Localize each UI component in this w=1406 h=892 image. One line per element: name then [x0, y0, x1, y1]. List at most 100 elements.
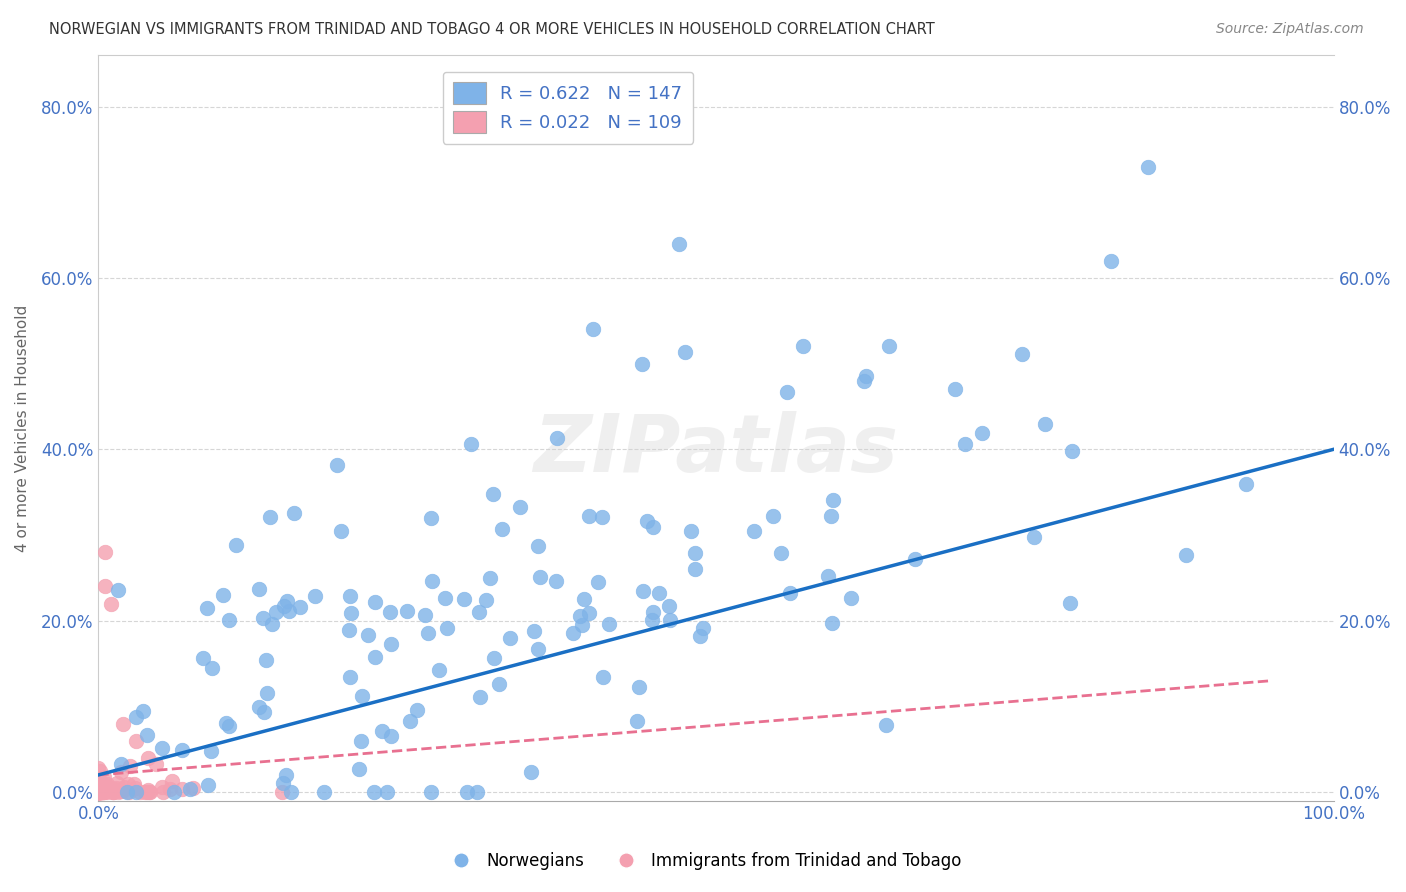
Point [89, 785, 111, 799]
Point [139, 784, 162, 798]
Point [89, 781, 111, 796]
Point [363, 785, 385, 799]
Point [288, 600, 311, 615]
Point [1137, 160, 1160, 174]
Point [101, 785, 124, 799]
Point [685, 561, 707, 575]
Point [112, 780, 135, 794]
Point [855, 369, 877, 384]
Point [569, 609, 592, 624]
Point [124, 733, 146, 747]
Point [87, 779, 110, 793]
Point [591, 509, 613, 524]
Point [546, 431, 568, 445]
Point [253, 705, 276, 719]
Point [420, 511, 443, 525]
Point [527, 539, 550, 553]
Point [87, 785, 110, 799]
Point [329, 524, 352, 539]
Point [627, 680, 650, 694]
Point [87, 783, 110, 797]
Point [125, 785, 148, 799]
Point [481, 486, 503, 500]
Point [274, 768, 297, 782]
Point [110, 757, 132, 772]
Point [89, 764, 111, 779]
Point [264, 606, 287, 620]
Point [488, 677, 510, 691]
Point [89, 785, 111, 799]
Point [681, 524, 703, 538]
Point [636, 514, 658, 528]
Point [211, 588, 233, 602]
Point [350, 734, 373, 748]
Point [271, 776, 294, 790]
Point [90, 785, 112, 799]
Point [453, 591, 475, 606]
Point [456, 785, 478, 799]
Point [523, 624, 546, 639]
Point [90, 785, 112, 799]
Point [561, 626, 583, 640]
Point [87, 785, 110, 799]
Point [90, 780, 112, 795]
Point [544, 574, 567, 588]
Point [312, 785, 335, 799]
Point [110, 784, 132, 798]
Point [326, 458, 349, 472]
Point [420, 574, 443, 588]
Point [170, 782, 193, 797]
Point [259, 510, 281, 524]
Point [218, 614, 240, 628]
Point [103, 784, 125, 798]
Point [215, 715, 238, 730]
Point [1234, 477, 1257, 491]
Point [823, 493, 845, 508]
Point [87, 781, 110, 796]
Point [416, 625, 439, 640]
Point [820, 509, 842, 524]
Point [821, 616, 844, 631]
Point [839, 591, 862, 606]
Point [742, 524, 765, 538]
Point [124, 781, 146, 796]
Point [163, 785, 186, 799]
Point [91, 783, 114, 797]
Point [136, 751, 159, 765]
Point [648, 586, 671, 600]
Point [357, 627, 380, 641]
Point [817, 569, 839, 583]
Point [218, 719, 240, 733]
Point [90, 780, 112, 795]
Point [378, 605, 401, 619]
Point [578, 509, 600, 524]
Point [170, 743, 193, 757]
Point [150, 741, 173, 756]
Point [96, 776, 118, 790]
Point [87, 782, 110, 797]
Point [436, 621, 458, 635]
Point [117, 777, 139, 791]
Point [91, 785, 114, 799]
Point [468, 605, 491, 619]
Point [340, 606, 363, 620]
Point [181, 781, 204, 796]
Point [1175, 548, 1198, 562]
Point [1099, 253, 1122, 268]
Point [94, 784, 117, 798]
Point [482, 650, 505, 665]
Point [87, 785, 110, 799]
Point [953, 437, 976, 451]
Point [101, 785, 124, 799]
Point [87, 784, 110, 798]
Point [875, 718, 897, 732]
Text: ZIPatlas: ZIPatlas [533, 411, 898, 489]
Point [96, 785, 118, 799]
Point [692, 621, 714, 635]
Point [339, 670, 361, 684]
Point [1024, 530, 1046, 544]
Point [87, 784, 110, 798]
Point [90, 782, 112, 797]
Point [89, 781, 111, 796]
Point [89, 785, 111, 799]
